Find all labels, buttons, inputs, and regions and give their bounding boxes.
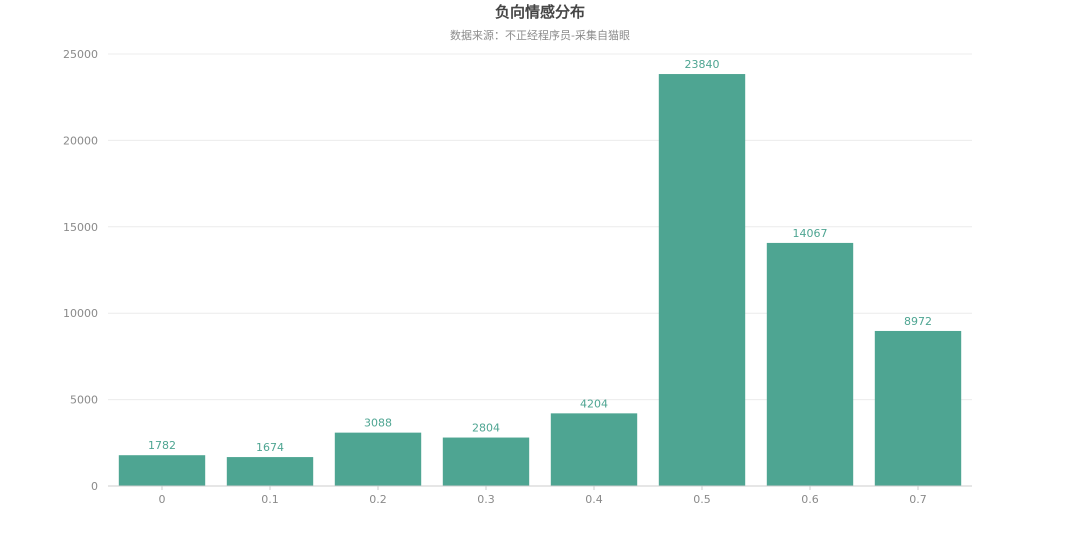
chart-subtitle: 数据来源：不正经程序员-采集自猫眼	[450, 29, 630, 42]
x-tick-label: 0.3	[477, 493, 495, 506]
bar	[226, 457, 314, 486]
bar	[874, 330, 962, 486]
x-tick-label: 0.1	[261, 493, 279, 506]
y-tick-label: 5000	[70, 394, 98, 407]
chart-title: 负向情感分布	[494, 3, 585, 21]
x-tick-label: 0	[159, 493, 166, 506]
y-tick-label: 15000	[63, 221, 98, 234]
x-tick-label: 0.5	[693, 493, 711, 506]
bar	[658, 74, 746, 486]
bar	[118, 455, 206, 486]
y-tick-label: 10000	[63, 307, 98, 320]
x-axis-ticks: 0 0.1 0.2 0.3 0.4 0.5 0.6 0.7	[159, 486, 927, 506]
y-tick-label: 0	[91, 480, 98, 493]
bar-value-label: 23840	[685, 58, 720, 71]
data-labels: 1782 1674 3088 2804 4204 23840 14067 8972	[148, 58, 932, 454]
y-tick-label: 20000	[63, 134, 98, 147]
bar	[442, 437, 530, 486]
x-tick-label: 0.7	[909, 493, 927, 506]
bar-value-label: 8972	[904, 315, 932, 328]
bar-value-label: 1674	[256, 441, 284, 454]
bar-value-label: 4204	[580, 397, 608, 410]
bar-value-label: 2804	[472, 422, 500, 435]
x-tick-label: 0.6	[801, 493, 819, 506]
bar	[766, 242, 854, 486]
bar	[334, 432, 422, 486]
y-axis-ticks: 0 5000 10000 15000 20000 25000	[63, 48, 98, 493]
x-tick-label: 0.2	[369, 493, 387, 506]
x-tick-label: 0.4	[585, 493, 603, 506]
bar	[550, 413, 638, 486]
y-tick-label: 25000	[63, 48, 98, 61]
bar-value-label: 3088	[364, 417, 392, 430]
bars	[118, 74, 962, 486]
bar-value-label: 1782	[148, 439, 176, 452]
bar-value-label: 14067	[793, 227, 828, 240]
